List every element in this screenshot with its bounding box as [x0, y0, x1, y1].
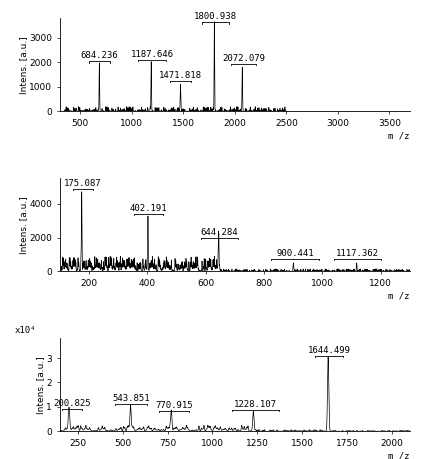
Text: 1117.362: 1117.362	[335, 249, 378, 258]
Text: 1187.646: 1187.646	[130, 50, 173, 59]
Text: 644.284: 644.284	[200, 228, 238, 237]
Y-axis label: Intens. [a.u.]: Intens. [a.u.]	[36, 356, 45, 414]
Text: m /z: m /z	[388, 452, 409, 459]
Y-axis label: Intens. [a.u.]: Intens. [a.u.]	[19, 36, 28, 94]
Text: x10⁴: x10⁴	[14, 326, 36, 335]
Text: 1644.499: 1644.499	[307, 346, 350, 355]
Text: 1471.818: 1471.818	[158, 71, 201, 80]
Text: 900.441: 900.441	[276, 249, 314, 258]
Text: 684.236: 684.236	[81, 51, 118, 60]
Text: 175.087: 175.087	[64, 179, 102, 188]
Text: 402.191: 402.191	[130, 204, 167, 213]
Text: 543.851: 543.851	[112, 394, 150, 403]
Text: m /z: m /z	[388, 292, 409, 301]
Text: 1228.107: 1228.107	[233, 400, 276, 409]
Text: m /z: m /z	[388, 132, 409, 141]
Text: 1800.938: 1800.938	[193, 12, 236, 21]
Y-axis label: Intens. [a.u.]: Intens. [a.u.]	[19, 196, 28, 254]
Text: 770.915: 770.915	[155, 402, 192, 410]
Text: 200.825: 200.825	[53, 399, 91, 408]
Text: 2072.079: 2072.079	[222, 54, 265, 63]
